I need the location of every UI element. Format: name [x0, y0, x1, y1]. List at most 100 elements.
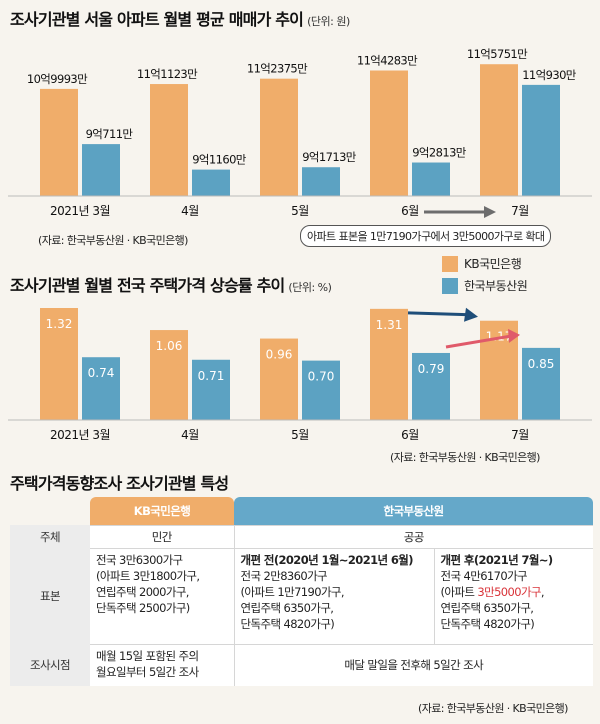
legend-kb: KB국민은행 [442, 255, 522, 272]
price-value-label: 9억2813만 [412, 146, 467, 160]
kb-rate-bar [40, 308, 78, 420]
kb-price-bar [480, 64, 518, 197]
price-value-label: 11억2375만 [247, 62, 308, 76]
row-label-sample: 표본 [10, 548, 90, 644]
reb-before-line: (아파트 1만7190가구, [240, 584, 345, 599]
table-header-reb: 한국부동산원 [234, 497, 593, 525]
kb-sample: 전국 3만6300가구 (아파트 3만1800가구, 연립주택 2000가구, … [90, 547, 234, 644]
table-header-kb: KB국민은행 [90, 497, 234, 525]
reb-price-bar [302, 167, 340, 196]
kb-timing-line: 매월 15일 포함된 주의 [96, 648, 199, 663]
legend-reb-swatch [442, 277, 458, 294]
chart2-plot: 1.321.060.961.311.170.740.710.700.790.85… [8, 307, 592, 442]
reb-price-bar [82, 144, 120, 196]
chart2-unit: (단위: %) [288, 281, 332, 294]
reb-after-apt-highlight: 3만5000가구 [477, 584, 541, 599]
legend-reb: 한국부동산원 [442, 277, 528, 294]
price-value-label: 11억4283만 [357, 54, 418, 68]
legend-reb-label: 한국부동산원 [464, 279, 528, 293]
table-source: (자료: 한국부동산원 · KB국민은행) [418, 702, 568, 715]
chart2-red-arrow-head [508, 328, 520, 343]
price-value-label: 9억711만 [86, 127, 134, 141]
kb-price-bar [370, 70, 408, 196]
kb-price-bar [260, 78, 298, 196]
kb-subject: 민간 [90, 524, 234, 548]
kb-sample-line: 전국 3만6300가구 [96, 552, 183, 567]
rate-value-label: 1.31 [376, 318, 403, 332]
rate-value-label: 1.06 [156, 339, 183, 353]
chart1-plot: 10억9993만 11억1123만 11억2375만 11억4283만 11억5751만… [8, 47, 592, 218]
reb-after-line: 단독주택 4820가구) [440, 616, 535, 631]
price-value-label: 9억1713만 [302, 150, 357, 164]
table-title: 주택가격동향조사 조사기관별 특성 [10, 474, 229, 493]
chart2-blue-arrow [407, 311, 471, 317]
kb-rate-bar [260, 338, 298, 420]
reb-rate-bar [522, 347, 560, 420]
legend-kb-label: KB국민은행 [464, 257, 522, 271]
reb-after-line: 전국 4만6170가구 [440, 568, 528, 583]
kb-rate-bar [150, 330, 188, 420]
reb-rate-bar [82, 357, 120, 420]
reb-timing: 매달 말일을 전후해 5일간 조사 [233, 643, 593, 686]
chart1-category-label: 6월 [401, 204, 419, 218]
kb-sample-line: (아파트 3만1800가구, [96, 568, 200, 583]
chart2-category-label: 6월 [401, 428, 419, 442]
reb-before-title: 개편 전(2020년 1월~2021년 6월) [240, 552, 414, 567]
chart2-category-label: 4월 [181, 428, 199, 442]
rate-value-label: 1.32 [46, 317, 73, 331]
kb-price-bar [150, 84, 188, 196]
price-value-label: 10억9993만 [27, 72, 88, 86]
reb-after-line-apartment: (아파트 3만5000가구, [441, 584, 588, 600]
reb-after-title: 개편 후(2021년 7월~) [440, 552, 554, 567]
table-corner [10, 497, 90, 525]
chart1-category-label: 4월 [181, 204, 199, 218]
chart1-note: 아파트 표본을 1만7190가구에서 3만5000가구로 확대 [300, 225, 552, 247]
price-value-label: 11억1123만 [137, 67, 198, 81]
chart2-red-arrow [445, 334, 513, 349]
chart1-category-label: 2021년 3월 [50, 204, 110, 218]
rate-value-label: 0.71 [198, 369, 225, 383]
row-label-timing: 조사시점 [10, 644, 90, 686]
row-label-subject: 주체 [10, 525, 90, 548]
chart1-category-label: 7월 [511, 204, 529, 218]
legend-kb-swatch [442, 255, 458, 272]
rate-value-label: 0.85 [528, 357, 555, 371]
kb-sample-line: 연립주택 2000가구, [96, 584, 189, 599]
chart2-source: (자료: 한국부동산원 · KB국민은행) [390, 451, 540, 464]
reb-subject: 공공 [233, 524, 593, 548]
reb-after-line: 연립주택 6350가구, [440, 600, 534, 615]
reb-sample-after: 개편 후(2021년 7월~) 전국 4만6170가구 (아파트 3만5000가… [433, 547, 593, 644]
kb-rate-bar [370, 308, 408, 420]
reb-before-line: 연립주택 6350가구, [240, 600, 334, 615]
reb-sample-before: 개편 전(2020년 1월~2021년 6월) 전국 2만8360가구 (아파트… [233, 547, 434, 644]
price-value-label: 11억930만 [522, 68, 577, 82]
chart2-title-text: 조사기관별 월별 전국 주택가격 상승률 추이 [10, 276, 285, 295]
chart2-category-label: 7월 [511, 428, 529, 442]
rate-value-label: 0.96 [266, 348, 293, 362]
reb-before-line: 전국 2만8360가구 [240, 568, 328, 583]
kb-price-bar [40, 88, 78, 196]
reb-price-bar [522, 84, 560, 196]
kb-timing: 매월 15일 포함된 주의 월요일부터 5일간 조사 [90, 643, 234, 686]
chart2-title: 조사기관별 월별 전국 주택가격 상승률 추이 (단위: %) [10, 272, 332, 296]
reb-after-apt-prefix: (아파트 [440, 584, 478, 599]
kb-sample-line: 단독주택 2500가구) [96, 600, 190, 615]
chart2-category-label: 2021년 3월 [50, 428, 110, 442]
rate-value-label: 0.70 [308, 370, 335, 384]
kb-timing-line: 월요일부터 5일간 조사 [96, 664, 199, 679]
reb-price-bar [192, 169, 230, 196]
price-value-label: 11억5751만 [467, 47, 528, 61]
reb-rate-bar [412, 352, 450, 420]
reb-price-bar [412, 162, 450, 196]
chart1-unit: (단위: 원) [307, 15, 350, 28]
reb-rate-bar [192, 359, 230, 420]
rate-value-label: 0.79 [418, 362, 445, 376]
chart1-title: 조사기관별 서울 아파트 월별 평균 매매가 추이 (단위: 원) [10, 6, 350, 30]
reb-before-line: 단독주택 4820가구) [240, 616, 335, 631]
price-value-label: 9억1160만 [192, 153, 247, 167]
chart2-category-label: 5월 [291, 428, 309, 442]
chart1-arrow-head [484, 206, 496, 218]
characteristics-table: KB국민은행 한국부동산원 주체 민간 공공 표본 전국 3만6300가구 (아… [10, 497, 593, 686]
chart1-category-label: 5월 [291, 204, 309, 218]
rate-value-label: 0.74 [88, 366, 115, 380]
